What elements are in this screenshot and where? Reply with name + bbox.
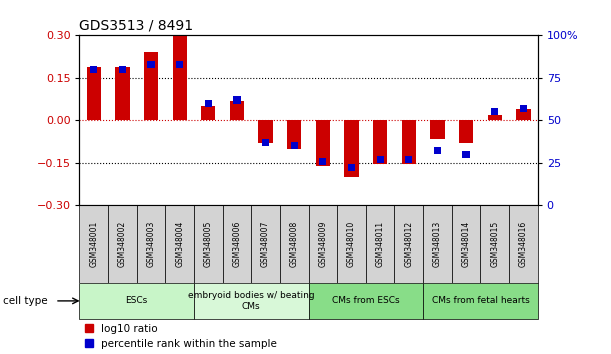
Text: GSM348005: GSM348005 <box>204 221 213 268</box>
Text: GSM348011: GSM348011 <box>376 221 385 267</box>
Bar <box>144 52 158 120</box>
Bar <box>251 205 280 283</box>
Bar <box>376 156 384 163</box>
Bar <box>108 205 137 283</box>
Bar <box>491 108 499 115</box>
Text: GSM348013: GSM348013 <box>433 221 442 267</box>
Text: GSM348006: GSM348006 <box>232 221 241 268</box>
Text: GSM348009: GSM348009 <box>318 221 327 268</box>
Bar <box>230 101 244 120</box>
Bar <box>316 120 330 166</box>
Text: ESCs: ESCs <box>126 296 148 306</box>
Bar <box>309 205 337 283</box>
Bar <box>373 120 387 164</box>
Bar <box>137 205 166 283</box>
Text: GSM348002: GSM348002 <box>118 221 127 267</box>
Bar <box>452 205 480 283</box>
Bar <box>79 283 194 319</box>
Bar <box>201 106 216 120</box>
Bar <box>147 61 155 68</box>
Bar <box>280 205 309 283</box>
Bar <box>291 142 298 149</box>
Bar <box>366 205 395 283</box>
Bar <box>194 283 309 319</box>
Bar <box>337 205 366 283</box>
Text: GSM348016: GSM348016 <box>519 221 528 267</box>
Bar <box>480 205 509 283</box>
Bar <box>423 283 538 319</box>
Text: GSM348014: GSM348014 <box>461 221 470 267</box>
Bar <box>309 283 423 319</box>
Bar <box>262 139 269 146</box>
Bar <box>463 151 470 158</box>
Bar <box>87 67 101 120</box>
Bar <box>287 120 301 149</box>
Bar <box>233 96 241 103</box>
Text: GSM348012: GSM348012 <box>404 221 413 267</box>
Text: GSM348004: GSM348004 <box>175 221 184 268</box>
Bar <box>401 120 416 164</box>
Bar <box>520 105 527 112</box>
Legend: log10 ratio, percentile rank within the sample: log10 ratio, percentile rank within the … <box>85 324 277 349</box>
Bar <box>434 147 441 154</box>
Bar <box>345 120 359 177</box>
Bar <box>459 120 474 143</box>
Bar <box>79 205 108 283</box>
Bar <box>90 66 97 73</box>
Text: GSM348007: GSM348007 <box>261 221 270 268</box>
Text: GSM348003: GSM348003 <box>147 221 156 268</box>
Bar <box>509 205 538 283</box>
Text: GSM348008: GSM348008 <box>290 221 299 267</box>
Text: CMs from fetal hearts: CMs from fetal hearts <box>431 296 529 306</box>
Bar <box>348 164 355 171</box>
Bar <box>205 100 212 107</box>
Bar <box>172 35 187 120</box>
Text: embryoid bodies w/ beating
CMs: embryoid bodies w/ beating CMs <box>188 291 315 310</box>
Bar <box>423 205 452 283</box>
Text: CMs from ESCs: CMs from ESCs <box>332 296 400 306</box>
Text: GSM348001: GSM348001 <box>89 221 98 267</box>
Bar <box>395 205 423 283</box>
Text: cell type: cell type <box>3 296 48 306</box>
Bar <box>119 66 126 73</box>
Bar <box>258 120 273 143</box>
Bar <box>194 205 222 283</box>
Bar <box>176 61 183 68</box>
Bar <box>166 205 194 283</box>
Bar <box>115 67 130 120</box>
Text: GSM348010: GSM348010 <box>347 221 356 267</box>
Bar <box>488 115 502 120</box>
Bar <box>430 120 445 139</box>
Bar <box>405 156 412 163</box>
Bar <box>516 109 530 120</box>
Text: GDS3513 / 8491: GDS3513 / 8491 <box>79 19 194 33</box>
Text: GSM348015: GSM348015 <box>490 221 499 267</box>
Bar <box>320 158 326 165</box>
Bar <box>222 205 251 283</box>
